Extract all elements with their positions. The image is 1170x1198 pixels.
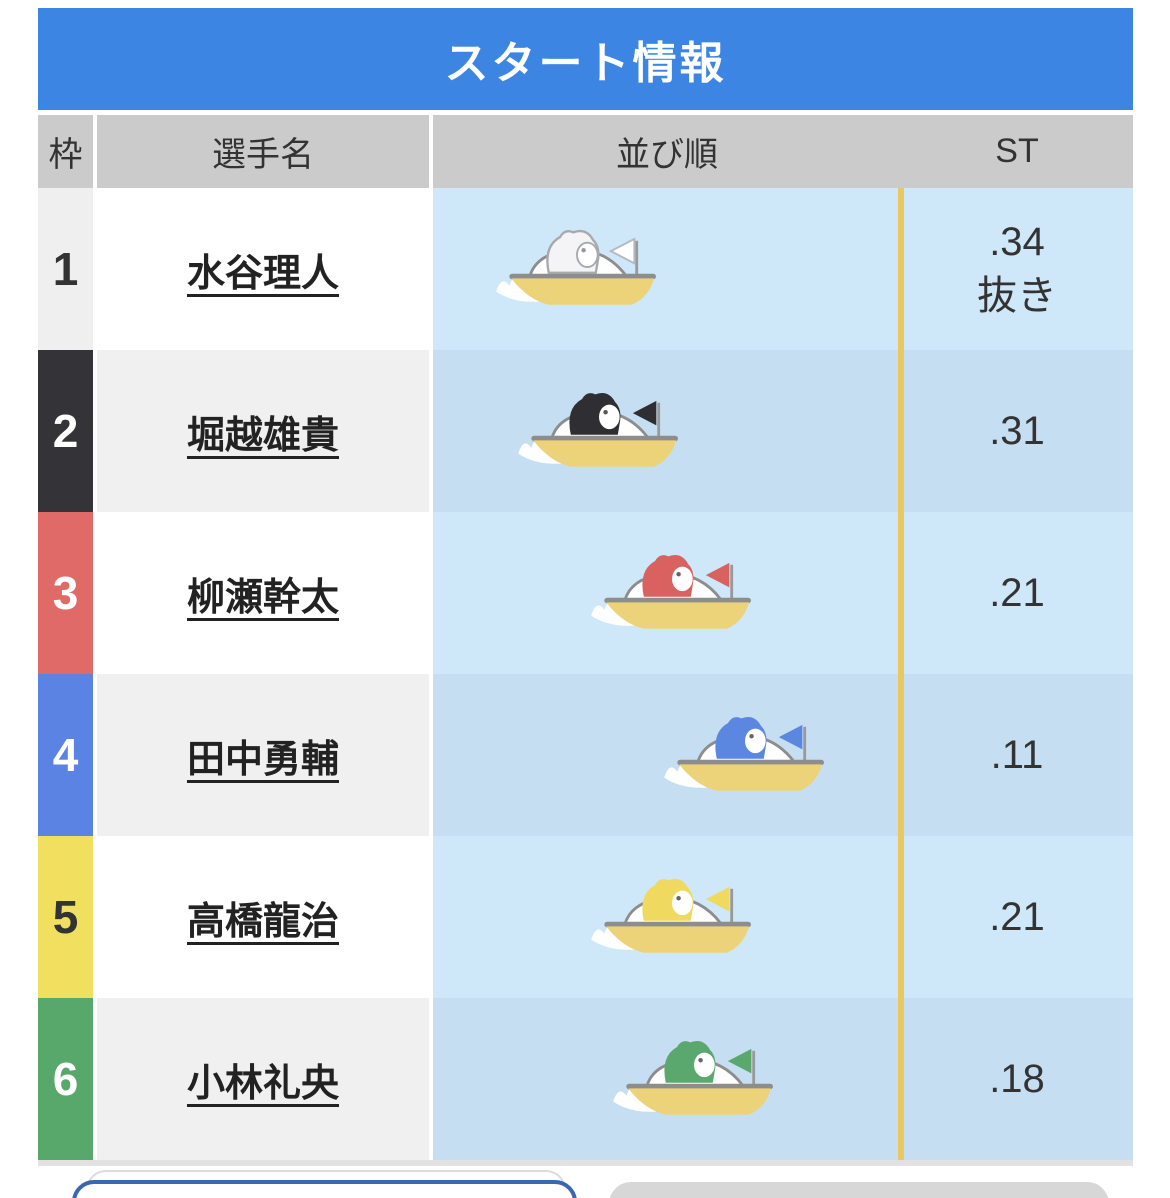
- st-main: .31: [989, 409, 1045, 453]
- column-gap: [93, 674, 97, 836]
- column-gap: [429, 512, 433, 674]
- header-st: ST: [901, 115, 1133, 188]
- frame-number-cell: 1: [38, 188, 93, 350]
- table-body: 1 水谷理人 .34 抜き: [38, 188, 1133, 1160]
- racer-name-cell: 堀越雄貴: [97, 350, 429, 512]
- lineup-cell: .11: [433, 674, 1133, 836]
- table-row: 1 水谷理人 .34 抜き: [38, 188, 1133, 350]
- frame-number: 4: [52, 729, 79, 781]
- racer-name-link[interactable]: 高橋龍治: [186, 900, 339, 943]
- boat-icon: [590, 555, 751, 629]
- st-value: .18: [901, 998, 1133, 1160]
- table-row: 2 堀越雄貴 .31: [38, 350, 1133, 512]
- frame-number-cell: 3: [38, 512, 93, 674]
- table-row: 6 小林礼央 .18: [38, 998, 1133, 1160]
- table-bottom-border: [38, 1160, 1133, 1166]
- lineup-cell: .34 抜き: [433, 188, 1133, 350]
- boat-icon: [590, 879, 751, 953]
- panel-title: スタート情報: [444, 39, 727, 88]
- lineup-cell: .18: [433, 998, 1133, 1160]
- racer-name-cell: 田中勇輔: [97, 674, 429, 836]
- boat-icon: [612, 1041, 773, 1115]
- frame-number: 2: [52, 405, 79, 457]
- racer-name-cell: 柳瀬幹太: [97, 512, 429, 674]
- lineup-cell: .21: [433, 836, 1133, 998]
- column-gap: [429, 115, 433, 188]
- start-line: [898, 674, 904, 836]
- footer-primary-button[interactable]: [72, 1180, 577, 1198]
- header-frame: 枠: [38, 115, 93, 188]
- column-gap: [429, 188, 433, 350]
- footer-secondary-button[interactable]: [609, 1182, 1109, 1198]
- table-header-row: 枠 選手名 並び順 ST: [38, 115, 1133, 188]
- column-gap: [93, 998, 97, 1160]
- st-value: .11: [901, 674, 1133, 836]
- boat-icon: [495, 229, 656, 305]
- frame-number-cell: 5: [38, 836, 93, 998]
- racer-name-cell: 高橋龍治: [97, 836, 429, 998]
- frame-number-cell: 4: [38, 674, 93, 836]
- frame-number: 1: [52, 243, 79, 295]
- column-gap: [93, 188, 97, 350]
- start-line: [898, 998, 904, 1160]
- frame-number-cell: 2: [38, 350, 93, 512]
- racer-name-link[interactable]: 水谷理人: [186, 252, 339, 295]
- frame-number: 3: [52, 567, 79, 619]
- racer-name-link[interactable]: 堀越雄貴: [186, 414, 339, 457]
- table-row: 4 田中勇輔 .11: [38, 674, 1133, 836]
- st-main: .34: [989, 220, 1045, 264]
- racer-name-cell: 小林礼央: [97, 998, 429, 1160]
- st-main: .21: [989, 571, 1045, 615]
- column-gap: [429, 836, 433, 998]
- st-main: .18: [989, 1057, 1045, 1101]
- panel-header: スタート情報: [38, 8, 1133, 110]
- boat-icon: [663, 717, 824, 791]
- table-row: 3 柳瀬幹太 .21: [38, 512, 1133, 674]
- column-gap: [429, 350, 433, 512]
- st-value: .34 抜き: [901, 188, 1133, 350]
- column-gap: [429, 998, 433, 1160]
- frame-number: 6: [52, 1053, 79, 1105]
- st-sub: 抜き: [977, 274, 1057, 318]
- column-gap: [93, 350, 97, 512]
- column-gap: [429, 674, 433, 836]
- header-racer-name: 選手名: [97, 115, 429, 188]
- lineup-cell: .31: [433, 350, 1133, 512]
- start-line: [898, 836, 904, 998]
- st-main: .21: [989, 895, 1045, 939]
- header-lineup: 並び順: [433, 115, 901, 188]
- st-value: .21: [901, 836, 1133, 998]
- table-row: 5 高橋龍治 .21: [38, 836, 1133, 998]
- start-line: [898, 188, 904, 350]
- column-gap: [93, 512, 97, 674]
- column-gap: [93, 836, 97, 998]
- boat-icon: [517, 393, 678, 467]
- st-value: .21: [901, 512, 1133, 674]
- racer-name-link[interactable]: 田中勇輔: [186, 738, 339, 781]
- racer-name-cell: 水谷理人: [97, 188, 429, 350]
- racer-name-link[interactable]: 柳瀬幹太: [186, 576, 339, 619]
- start-line: [898, 512, 904, 674]
- column-gap: [93, 115, 97, 188]
- frame-number-cell: 6: [38, 998, 93, 1160]
- frame-number: 5: [52, 891, 79, 943]
- racer-name-link[interactable]: 小林礼央: [186, 1062, 339, 1105]
- start-line: [898, 350, 904, 512]
- st-value: .31: [901, 350, 1133, 512]
- st-main: .11: [990, 733, 1044, 777]
- lineup-cell: .21: [433, 512, 1133, 674]
